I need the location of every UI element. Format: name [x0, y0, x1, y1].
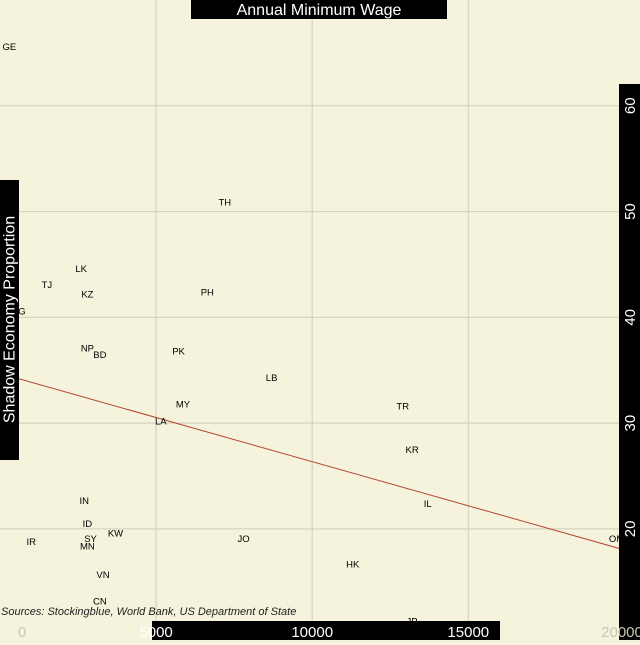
- chart-title: Annual Minimum Wage: [236, 2, 402, 19]
- x-edge-label: 0: [18, 624, 26, 640]
- point-label: TH: [218, 198, 231, 209]
- x-axis-bar: [0, 621, 640, 640]
- y-tick-label: 20: [622, 521, 639, 538]
- source-note: Sources: Stockingblue, World Bank, US De…: [1, 606, 297, 618]
- point-label: TR: [396, 402, 409, 413]
- title-bar: [191, 0, 447, 19]
- y-tick-label: 30: [622, 415, 639, 432]
- point-label: NP: [81, 344, 94, 355]
- x-tick-label: 10000: [291, 624, 333, 640]
- point-label: KR: [405, 445, 418, 456]
- point-label: PH: [201, 287, 214, 298]
- point-label: LK: [75, 264, 87, 275]
- point-label: IL: [424, 499, 432, 510]
- point-label: LB: [266, 373, 278, 384]
- x-tick-label: 15000: [447, 624, 489, 640]
- x-tick-label: 5000: [139, 624, 172, 640]
- point-label: VN: [96, 570, 109, 581]
- point-label: TJ: [42, 280, 53, 291]
- point-label: GE: [2, 42, 16, 53]
- x-edge-label: 20000: [601, 624, 640, 640]
- point-label: IN: [80, 496, 90, 507]
- point-label: OM: [609, 534, 624, 545]
- y-tick-label: 60: [622, 97, 639, 114]
- point-label: ID: [83, 519, 93, 530]
- point-label: IR: [26, 537, 36, 548]
- y-tick-label: 40: [622, 309, 639, 326]
- point-label: JO: [237, 534, 249, 545]
- y-axis-bar: [619, 84, 640, 640]
- x-axis-gap-left: [0, 621, 152, 640]
- point-label: SY: [84, 534, 97, 545]
- point-label: BD: [93, 350, 106, 361]
- point-label: CN: [93, 596, 107, 607]
- point-label: HK: [346, 559, 360, 570]
- y-tick-label: 50: [622, 203, 639, 220]
- point-label: PK: [172, 347, 185, 358]
- point-label: MY: [176, 400, 191, 411]
- point-label: KZ: [81, 290, 93, 301]
- point-label: MN: [80, 541, 95, 552]
- x-axis-gap-right: [500, 621, 619, 640]
- point-label: KW: [108, 529, 123, 540]
- trend-line: [0, 372, 640, 555]
- y-axis-label-bar: [0, 180, 19, 460]
- point-label: LA: [155, 417, 167, 428]
